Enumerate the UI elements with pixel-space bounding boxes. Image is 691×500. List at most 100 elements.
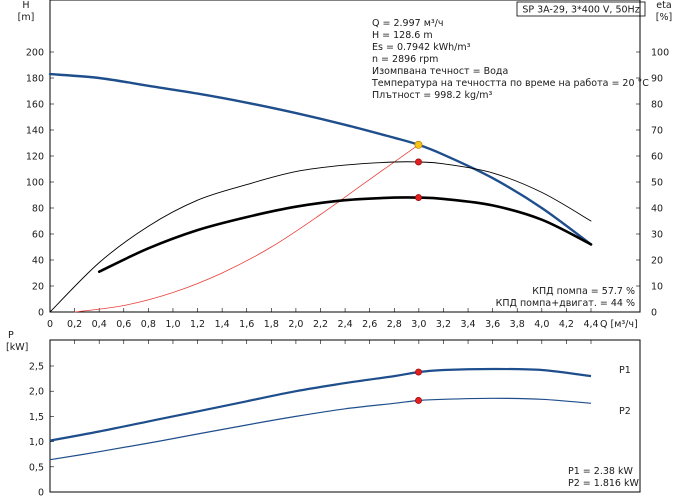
- P1-series-label: P1: [619, 365, 631, 376]
- top-x-tick-labels: 0 0,2 0,4 0,6 0,8 1,0 1,2 1,4 1,6 1,8 2,0 2,2 2,4 2,6…: [47, 319, 599, 330]
- y-right-axis-symbol: eta: [656, 0, 671, 11]
- title-box: SP 3A-29, 3*400 V, 50Hz: [516, 1, 646, 17]
- y-left-tick-label: 60: [32, 230, 44, 241]
- y-left-tick-label: 180: [26, 74, 44, 85]
- x-tick-label: 3,4: [460, 319, 475, 330]
- P2-curve: [49, 397, 592, 461]
- system-curve-curve: [74, 144, 419, 313]
- x-tick-label: 0,6: [116, 319, 131, 330]
- top-y-left-tick-labels: 0 20 40 60 80 100 120 140 160 180 200: [26, 48, 44, 319]
- top-grid: [49, 51, 640, 313]
- x-tick-label: 2,6: [362, 319, 377, 330]
- x-tick-label: 2,0: [288, 319, 303, 330]
- info-line: Es = 0.7942 kWh/m³: [372, 42, 471, 53]
- power-value-line: P2 = 1.816 kW: [568, 478, 639, 489]
- power-axis-unit: [kW]: [6, 342, 28, 353]
- y-right-tick-label: 80: [651, 100, 663, 111]
- power-series-labels: P1 P2: [619, 365, 631, 417]
- x-tick-label: 1,0: [165, 319, 180, 330]
- y-right-tick-label: 0: [651, 308, 657, 319]
- x-tick-label: 0,4: [92, 319, 107, 330]
- x-axis-label: Q [м³/ч]: [600, 319, 638, 330]
- y-left-tick-label: 0: [38, 308, 44, 319]
- efficiency-line: КПД помпа = 57.7 %: [532, 286, 635, 297]
- P1-curve: [49, 367, 592, 442]
- info-line: Плътност = 998.2 kg/m³: [372, 90, 492, 101]
- x-tick-label: 2,4: [338, 319, 353, 330]
- y-right-tick-label: 100: [651, 48, 669, 59]
- bottom-grid: [49, 340, 592, 493]
- y-right-axis-unit: [%]: [656, 12, 672, 23]
- pump-motor-efficiency-curve: [97, 196, 593, 273]
- x-tick-label: 3,6: [485, 319, 500, 330]
- y-right-tick-label: 60: [651, 152, 663, 163]
- x-tick-label: 4,4: [583, 319, 598, 330]
- info-line: n = 2896 rpm: [372, 54, 438, 65]
- y-left-tick-label: 160: [26, 100, 44, 111]
- y-left-tick-label: 120: [26, 152, 44, 163]
- power-y-tick-label: 1,0: [29, 437, 44, 448]
- power-value-line: P1 = 2.38 kW: [568, 466, 633, 477]
- info-line: Q = 2.997 м³/ч: [372, 18, 443, 29]
- x-tick-label: 0,2: [67, 319, 82, 330]
- duty-point-total-efficiency-marker: [415, 194, 422, 202]
- x-tick-label: 4,0: [534, 319, 549, 330]
- y-left-tick-label: 80: [32, 204, 44, 215]
- power-chart: 0 0,5 1,0 1,5 2,0 2,5 P [kW] P1 P2 P1 = 2.38 k…: [6, 330, 641, 499]
- y-right-tick-label: 10: [651, 282, 663, 293]
- x-tick-label: 3,2: [436, 319, 451, 330]
- efficiency-values: КПД помпа = 57.7 %КПД помпа+двигат. = 44…: [496, 286, 635, 309]
- x-tick-label: 1,8: [264, 319, 279, 330]
- bottom-series: [49, 367, 592, 461]
- y-right-tick-label: 70: [651, 126, 663, 137]
- P2-series-label: P2: [619, 406, 631, 417]
- x-tick-label: 1,4: [215, 319, 230, 330]
- x-tick-label: 1,6: [239, 319, 254, 330]
- chart-title: SP 3A-29, 3*400 V, 50Hz: [522, 5, 639, 16]
- y-right-tick-label: 90: [651, 74, 663, 85]
- head-curve: [48, 72, 593, 246]
- bottom-y-tick-labels: 0 0,5 1,0 1,5 2,0 2,5: [29, 362, 44, 499]
- power-y-tick-label: 1,5: [29, 412, 44, 423]
- x-tick-label: 3,8: [510, 319, 525, 330]
- info-line: H = 128.6 m: [372, 30, 433, 41]
- y-right-tick-label: 30: [651, 230, 663, 241]
- duty-point-P1-marker: [415, 368, 422, 376]
- duty-point-P2-marker: [415, 397, 422, 404]
- x-tick-label: 0,8: [141, 319, 156, 330]
- info-line: Температура на течността по време на раб…: [371, 78, 649, 89]
- bottom-plot-frame: [49, 339, 641, 493]
- y-left-tick-label: 140: [26, 126, 44, 137]
- y-right-tick-label: 40: [651, 204, 663, 215]
- duty-point-head-marker: [414, 140, 423, 149]
- bottom-markers: [415, 368, 422, 404]
- x-tick-label: 3,0: [411, 319, 426, 330]
- duty-point-info: Q = 2.997 м³/чH = 128.6 mEs = 0.7942 kWh…: [371, 18, 649, 101]
- y-left-tick-label: 20: [32, 282, 44, 293]
- y-left-axis-symbol: H: [22, 0, 29, 11]
- y-left-tick-label: 100: [26, 178, 44, 189]
- x-tick-label: 2,8: [387, 319, 402, 330]
- efficiency-line: КПД помпа+двигат. = 44 %: [496, 298, 635, 309]
- x-tick-label: 0: [47, 319, 53, 330]
- power-y-tick-label: 0: [38, 488, 44, 499]
- info-line: Изомпвана течност = Вода: [372, 66, 508, 77]
- pump-efficiency-curve: [49, 161, 592, 313]
- power-axis-symbol: P: [8, 330, 14, 341]
- power-y-tick-label: 2,0: [29, 387, 44, 398]
- y-left-tick-label: 40: [32, 256, 44, 267]
- duty-point-pump-efficiency-marker: [415, 158, 422, 166]
- y-right-tick-label: 20: [651, 256, 663, 267]
- x-tick-label: 1,2: [190, 319, 205, 330]
- power-y-tick-label: 0,5: [29, 462, 44, 473]
- y-right-tick-label: 50: [651, 178, 663, 189]
- y-left-tick-label: 200: [26, 48, 44, 59]
- x-tick-label: 2,2: [313, 319, 328, 330]
- top-markers: [414, 140, 423, 202]
- top-series: [48, 72, 593, 313]
- power-y-tick-label: 2,5: [29, 362, 44, 373]
- y-left-axis-unit: [m]: [18, 12, 35, 23]
- x-tick-label: 4,2: [559, 319, 574, 330]
